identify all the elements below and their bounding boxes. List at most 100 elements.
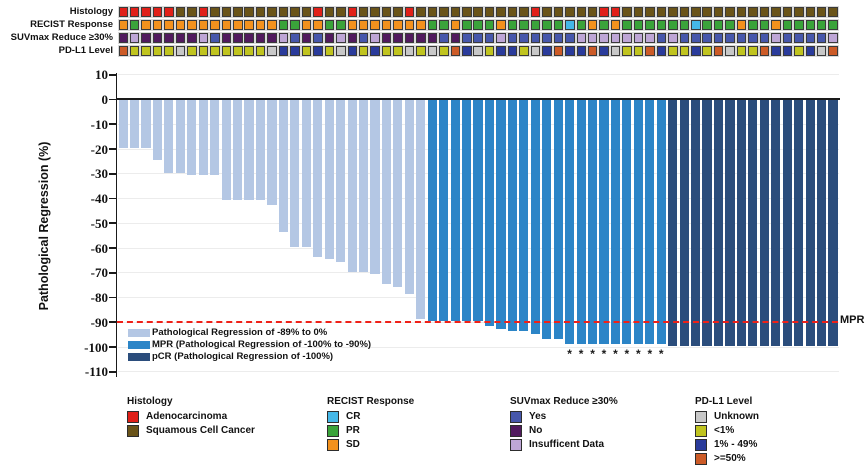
- annotation-cell-recist: [404, 20, 415, 30]
- tick-mark: [109, 271, 116, 274]
- annotation-cell-recist: [484, 20, 495, 30]
- annotation-cell-histology: [507, 7, 518, 17]
- asterisk-marker: *: [613, 347, 618, 361]
- annotation-cell-histology: [691, 7, 701, 17]
- legend-swatch: [327, 439, 339, 451]
- annotation-cell-suvmax: [622, 33, 632, 43]
- annotation-cell-recist: [519, 20, 529, 30]
- annotation-cell-suvmax: [381, 33, 392, 43]
- annotation-cell-pdl1: [313, 46, 323, 56]
- annotation-cell-histology: [805, 7, 815, 17]
- annotation-cell-histology: [771, 7, 781, 17]
- annotation-cell-histology: [610, 7, 621, 17]
- tick-mark: [109, 296, 116, 299]
- annotation-cell-histology: [381, 7, 392, 17]
- waterfall-bar: [713, 100, 724, 346]
- annotation-cell-suvmax: [313, 33, 323, 43]
- annotation-cell-recist: [782, 20, 793, 30]
- annotation-cell-suvmax: [771, 33, 781, 43]
- waterfall-bar: [221, 100, 231, 200]
- annotation-cell-histology: [187, 7, 197, 17]
- annotation-cell-recist: [393, 20, 403, 30]
- annotation-cell-suvmax: [118, 33, 128, 43]
- waterfall-bar: [633, 100, 643, 344]
- annotation-cell-suvmax: [828, 33, 838, 43]
- annotation-cell-pdl1: [622, 46, 632, 56]
- legend-swatch: [695, 453, 707, 465]
- annotation-cell-pdl1: [129, 46, 140, 56]
- annotation-cell-recist: [347, 20, 357, 30]
- tick-mark: [109, 197, 116, 200]
- annotation-cell-pdl1: [370, 46, 380, 56]
- annotation-cell-pdl1: [553, 46, 564, 56]
- annotation-cell-histology: [759, 7, 770, 17]
- annotation-cell-histology: [370, 7, 380, 17]
- gridline: [117, 371, 839, 373]
- waterfall-bar: [358, 100, 369, 272]
- tick-mark: [109, 73, 116, 76]
- tick-mark: [109, 222, 116, 225]
- legend-swatch: [127, 425, 139, 437]
- annotation-cell-pdl1: [496, 46, 506, 56]
- annotation-cell-recist: [462, 20, 472, 30]
- annotation-cell-pdl1: [187, 46, 197, 56]
- legend-item-label: Insufficent Data: [529, 438, 605, 450]
- annotation-cell-suvmax: [336, 33, 346, 43]
- waterfall-bar: [313, 100, 323, 257]
- annotation-cell-pdl1: [679, 46, 690, 56]
- asterisk-marker: *: [636, 347, 641, 361]
- annotation-cell-recist: [610, 20, 621, 30]
- annotation-cell-recist: [313, 20, 323, 30]
- annotation-cell-pdl1: [771, 46, 781, 56]
- legend-item-label: <1%: [714, 424, 735, 436]
- annotation-row-label: PD-L1 Level: [58, 44, 113, 56]
- annotation-cell-histology: [439, 7, 449, 17]
- annotation-cell-histology: [244, 7, 254, 17]
- waterfall-bar: [198, 100, 208, 176]
- annotation-cell-recist: [255, 20, 266, 30]
- annotation-cell-recist: [771, 20, 781, 30]
- annotation-cell-suvmax: [576, 33, 586, 43]
- annotation-cell-histology: [656, 7, 667, 17]
- asterisk-marker: *: [647, 347, 653, 361]
- waterfall-bar: [736, 100, 746, 346]
- mpr-threshold-line: [117, 320, 838, 323]
- annotation-cell-recist: [164, 20, 174, 30]
- annotation-cell-recist: [553, 20, 564, 30]
- annotation-cell-recist: [576, 20, 586, 30]
- annotation-cell-suvmax: [404, 33, 415, 43]
- annotation-cell-histology: [736, 7, 747, 17]
- annotation-cell-suvmax: [794, 33, 804, 43]
- annotation-cell-recist: [187, 20, 197, 30]
- asterisk-marker: *: [590, 347, 595, 361]
- tick-label: -100: [84, 339, 108, 355]
- annotation-cell-suvmax: [278, 33, 289, 43]
- annotation-cell-histology: [530, 7, 541, 17]
- annotation-row-label: RECIST Response: [30, 18, 113, 30]
- annotation-cell-pdl1: [358, 46, 369, 56]
- waterfall-bar: [542, 100, 552, 339]
- annotation-cell-suvmax: [542, 33, 552, 43]
- annotation-cell-pdl1: [175, 46, 186, 56]
- legend-swatch: [695, 425, 707, 437]
- waterfall-bar: [473, 100, 483, 322]
- annotation-cell-histology: [599, 7, 609, 17]
- annotation-cell-suvmax: [244, 33, 254, 43]
- annotation-cell-recist: [473, 20, 483, 30]
- tick-label: -30: [90, 166, 108, 182]
- tick-label: 0: [101, 92, 109, 107]
- legend-item-label: SD: [346, 438, 360, 450]
- annotation-cell-recist: [290, 20, 300, 30]
- tick-label: 10: [95, 67, 108, 83]
- annotation-cell-suvmax: [702, 33, 712, 43]
- annotation-cell-recist: [702, 20, 712, 30]
- annotation-cell-histology: [496, 7, 506, 17]
- annotation-cell-pdl1: [794, 46, 804, 56]
- annotation-cell-pdl1: [439, 46, 449, 56]
- annotation-cell-pdl1: [278, 46, 289, 56]
- legend-title: Histology: [127, 396, 173, 407]
- waterfall-bar: [141, 100, 151, 148]
- waterfall-bar: [347, 100, 357, 272]
- annotation-cell-pdl1: [576, 46, 586, 56]
